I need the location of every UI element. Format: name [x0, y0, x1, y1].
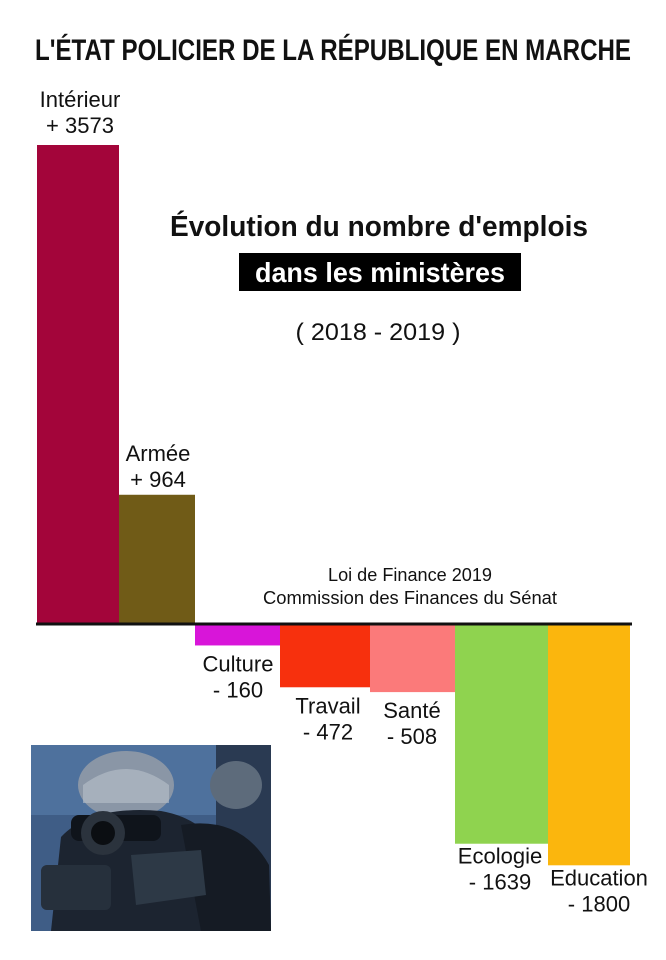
- category-label: Ecologie: [458, 844, 542, 869]
- data-label: + 3573: [46, 113, 114, 138]
- category-label: Intérieur: [40, 87, 121, 112]
- bar-sante: [370, 624, 455, 693]
- source-line-2: Commission des Finances du Sénat: [263, 588, 557, 608]
- data-label: - 160: [213, 677, 263, 702]
- data-label: - 1800: [568, 891, 630, 916]
- bar-culture: [195, 624, 280, 646]
- chart-period: ( 2018 - 2019 ): [296, 319, 461, 346]
- riot-police-photo: [31, 745, 271, 931]
- chart-title-line2: dans les ministères: [255, 257, 505, 288]
- data-label: - 472: [303, 719, 353, 744]
- category-label: Armée: [126, 441, 191, 466]
- chart-title-highlight: [239, 253, 521, 291]
- bar-travail: [280, 624, 370, 688]
- category-label: Culture: [203, 651, 274, 676]
- bar-interieur: [37, 145, 119, 624]
- data-label: + 964: [130, 467, 186, 492]
- source-line-1: Loi de Finance 2019: [328, 565, 492, 585]
- category-label: Santé: [383, 698, 441, 723]
- data-label: - 508: [387, 724, 437, 749]
- chart-title: Évolution du nombre d'emplois: [170, 209, 588, 243]
- category-label: Education: [550, 865, 648, 890]
- data-label: - 1639: [469, 870, 531, 895]
- headline: L'ÉTAT POLICIER DE LA RÉPUBLIQUE EN MARC…: [35, 33, 631, 67]
- bar-ecologie: [455, 624, 548, 844]
- category-label: Travail: [295, 693, 360, 718]
- bar-education: [548, 624, 630, 866]
- bar-armee: [119, 494, 195, 624]
